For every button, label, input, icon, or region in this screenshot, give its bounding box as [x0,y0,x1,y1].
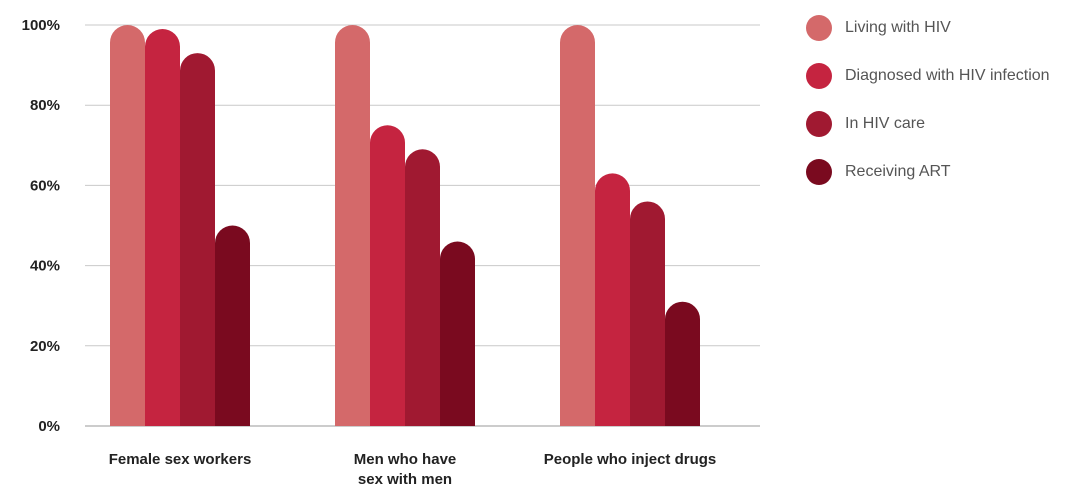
y-tick-label: 0% [38,418,60,435]
legend-swatch [806,111,832,137]
bar [335,25,370,426]
legend-item-in-care: In HIV care [806,108,1050,140]
bars [110,25,700,426]
y-tick-label: 100% [22,17,60,34]
legend-item-diagnosed: Diagnosed with HIV infection [806,60,1050,92]
legend-label: Living with HIV [845,19,951,36]
bar [405,149,440,426]
bar [370,125,405,426]
legend-item-art: Receiving ART [806,156,1050,188]
bar [110,25,145,426]
y-axis: 0% 20% 40% 60% 80% 100% [22,17,60,435]
y-tick-label: 20% [30,338,60,355]
legend-label: Diagnosed with HIV infection [845,67,1050,84]
bar [665,301,700,426]
bar [440,241,475,426]
y-tick-label: 80% [30,97,60,114]
x-tick-label: sex with men [358,471,452,487]
y-tick-label: 40% [30,258,60,275]
legend: Living with HIV Diagnosed with HIV infec… [806,12,1050,204]
bar [215,225,250,426]
legend-swatch [806,159,832,185]
legend-label: In HIV care [845,115,926,132]
bar [145,29,180,426]
x-tick-label: People who inject drugs [544,451,717,468]
y-tick-label: 60% [30,177,60,194]
legend-swatch [806,63,832,89]
bar [560,25,595,426]
bar [180,53,215,426]
legend-swatch [806,15,832,41]
legend-label: Receiving ART [845,163,951,180]
bar [595,173,630,426]
x-tick-label: Female sex workers [109,451,252,468]
legend-item-living: Living with HIV [806,12,1050,44]
x-tick-label: Men who have [354,451,457,468]
bar [630,201,665,426]
x-axis: Female sex workers Men who have sex with m… [109,451,717,487]
